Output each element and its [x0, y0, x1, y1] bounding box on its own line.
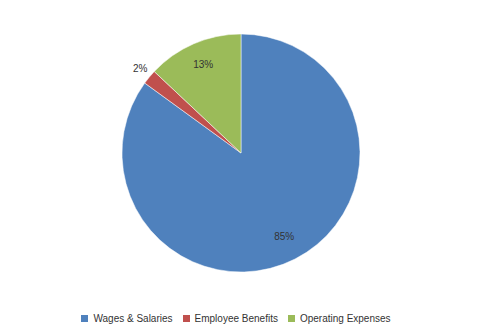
html-text:Operating Expenses: Operating Expenses	[299, 313, 391, 324]
svg-text:2%: 2%	[133, 63, 148, 74]
html-text:Wages & Salaries: Wages & Salaries	[93, 313, 173, 324]
svg-text:13%: 13%	[193, 59, 213, 70]
html-text:Employee Benefits: Employee Benefits	[194, 313, 278, 324]
svg-text:85%: 85%	[274, 231, 294, 242]
